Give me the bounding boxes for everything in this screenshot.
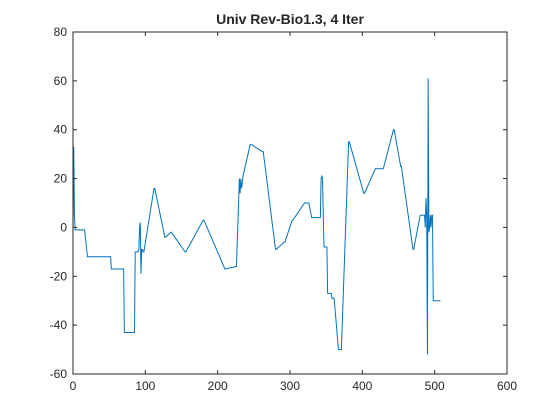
y-tick-label: 0: [60, 220, 67, 234]
x-tick-label: 600: [497, 379, 517, 393]
x-tick-label: 200: [208, 379, 228, 393]
y-tick-label: -60: [50, 367, 68, 381]
x-tick-label: 500: [425, 379, 445, 393]
y-tick-label: 60: [54, 74, 68, 88]
series-line-1: [72, 78, 441, 355]
chart-title: Univ Rev-Bio1.3, 4 Iter: [216, 11, 364, 27]
x-tick-label: 0: [70, 379, 77, 393]
y-tick-label: -40: [50, 318, 68, 332]
y-tick-label: -20: [50, 269, 68, 283]
x-tick-label: 400: [352, 379, 372, 393]
x-tick-label: 100: [135, 379, 155, 393]
ticks-layer: 0 100 200 300 400 500 600 -60 -40 -20 0 20 40 60 80: [50, 25, 518, 393]
y-tick-label: 80: [54, 25, 68, 39]
y-tick-label: 40: [54, 123, 68, 137]
y-tick-label: 20: [54, 172, 68, 186]
plot-background: [73, 32, 507, 374]
x-tick-label: 300: [280, 379, 300, 393]
series-layer: [72, 78, 441, 355]
